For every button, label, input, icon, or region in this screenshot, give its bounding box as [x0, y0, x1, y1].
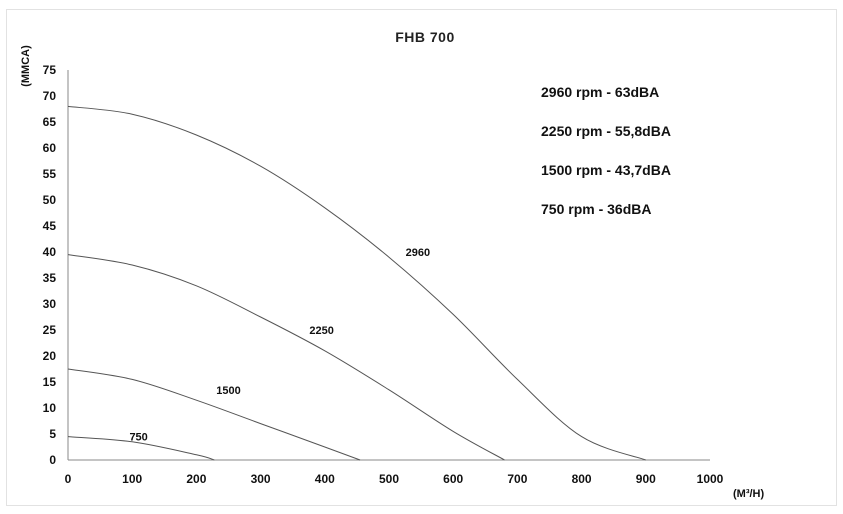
chart-title: FHB 700: [395, 29, 455, 45]
curve-750: [67, 436, 215, 461]
legend-item-2960: 2960 rpm - 63dBA: [541, 84, 659, 100]
y-tick-label: 15: [43, 375, 57, 389]
legend-item-1500: 1500 rpm - 43,7dBA: [541, 162, 671, 178]
legend-item-750: 750 rpm - 36dBA: [541, 201, 651, 217]
x-tick-label: 1000: [697, 472, 724, 486]
x-tick-label: 0: [65, 472, 72, 486]
y-tick-label: 55: [43, 167, 57, 181]
curve-1500: [67, 368, 361, 461]
y-tick-label: 50: [43, 193, 57, 207]
curve-label-2960: 2960: [406, 247, 430, 259]
y-tick-label: 60: [43, 141, 57, 155]
legend-item-2250: 2250 rpm - 55,8dBA: [541, 123, 671, 139]
y-tick-label: 20: [43, 349, 57, 363]
y-tick-label: 75: [43, 63, 57, 77]
y-tick-label: 45: [43, 219, 57, 233]
y-tick-label: 0: [49, 453, 56, 467]
legend: 2960 rpm - 63dBA 2250 rpm - 55,8dBA 1500…: [541, 84, 671, 217]
x-tick-label: 800: [572, 472, 592, 486]
y-axis-label: (MMCA): [20, 45, 32, 87]
x-tick-label: 400: [315, 472, 335, 486]
y-tick-label: 35: [43, 271, 57, 285]
y-tick-label: 25: [43, 323, 57, 337]
curves: [67, 105, 646, 461]
curve-labels: 2960 2250 1500 750: [129, 247, 430, 444]
y-tick-label: 5: [49, 427, 56, 441]
x-tick-label: 300: [251, 472, 271, 486]
y-tick-label: 40: [43, 245, 57, 259]
y-tick-label: 70: [43, 89, 57, 103]
x-axis-label: (M³/H): [733, 488, 764, 500]
x-tick-label: 700: [507, 472, 527, 486]
curve-label-1500: 1500: [216, 385, 240, 397]
curve-label-2250: 2250: [309, 325, 333, 337]
x-tick-label: 500: [379, 472, 399, 486]
x-tick-label: 200: [186, 472, 206, 486]
y-tick-label: 10: [43, 401, 57, 415]
x-tick-label: 600: [443, 472, 463, 486]
curve-label-750: 750: [129, 432, 147, 444]
y-tick-labels: 0 5 10 15 20 25 30 35 40 45 50 55 60 65 70 75: [43, 63, 57, 467]
curve-2250: [67, 254, 505, 461]
x-tick-label: 900: [636, 472, 656, 486]
x-tick-label: 100: [122, 472, 142, 486]
curve-2960: [67, 105, 646, 461]
chart-frame: [6, 9, 837, 506]
y-tick-label: 65: [43, 115, 57, 129]
y-tick-label: 30: [43, 297, 57, 311]
x-tick-labels: 0 100 200 300 400 500 600 700 800 900 1000: [65, 472, 724, 486]
